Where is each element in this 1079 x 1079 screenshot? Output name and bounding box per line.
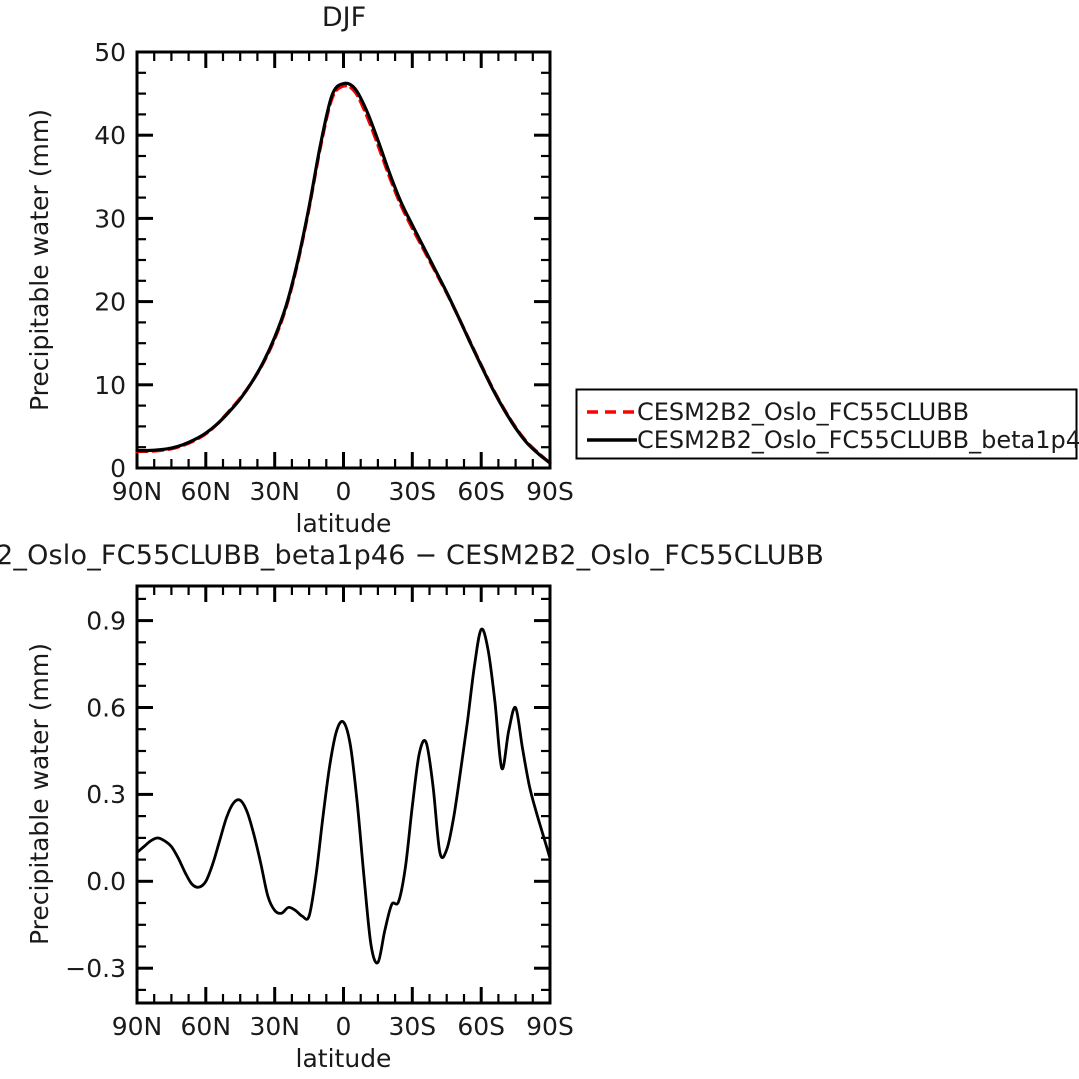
- diff-xtick-0: 0: [336, 1012, 352, 1041]
- difference-x-axis: 90N 60N 30N 0 30S 60S 90S latitude: [112, 586, 574, 1073]
- diff-xtick-90n: 90N: [112, 1012, 163, 1041]
- top-x-axis-title: latitude: [296, 509, 392, 538]
- top-xtick-60s: 60S: [457, 477, 505, 506]
- top-xtick-0: 0: [336, 477, 352, 506]
- diff-ytick-neg03: −0.3: [65, 954, 126, 983]
- top-ytick-0: 0: [110, 454, 126, 483]
- top-panel-svg: DJF: [25, 2, 574, 538]
- top-panel: DJF: [0, 0, 600, 575]
- difference-panel: −0.3 0.0 0.3 0.6 0.9 Precipitable water …: [0, 576, 600, 1079]
- difference-panel-title-wrap: 2_Oslo_FC55CLUBB_beta1p46 − CESM2B2_Oslo…: [0, 540, 1079, 576]
- diff-y-axis-title: Precipitable water (mm): [25, 643, 54, 945]
- difference-panel-svg: −0.3 0.0 0.3 0.6 0.9 Precipitable water …: [25, 584, 574, 1073]
- top-y-axis: 0 10 20 30 40 50 Precipitable water (mm): [25, 38, 550, 483]
- diff-ytick-03: 0.3: [86, 780, 126, 809]
- top-plot-frame: [135, 50, 552, 470]
- top-xtick-90n: 90N: [112, 477, 163, 506]
- difference-panel-title: 2_Oslo_FC55CLUBB_beta1p46 − CESM2B2_Oslo…: [0, 540, 825, 571]
- page-title: DJF: [322, 2, 366, 33]
- top-xtick-60n: 60N: [181, 477, 232, 506]
- legend: CESM2B2_Oslo_FC55CLUBB CESM2B2_Oslo_FC55…: [575, 388, 1079, 460]
- top-x-axis: 90N 60N 30N 0 30S 60S 90S latitude: [112, 52, 574, 538]
- series-line-1: [135, 81, 552, 465]
- top-ytick-40: 40: [94, 121, 126, 150]
- top-ytick-20: 20: [94, 288, 126, 317]
- top-ytick-10: 10: [94, 371, 126, 400]
- series-line-0: [135, 84, 552, 465]
- top-xtick-30n: 30N: [249, 477, 300, 506]
- diff-ytick-09: 0.9: [86, 606, 126, 635]
- series-line-0: [135, 627, 552, 965]
- top-ytick-30: 30: [94, 204, 126, 233]
- legend-label-1: CESM2B2_Oslo_FC55CLUBB_beta1p46: [637, 426, 1079, 454]
- difference-y-axis: −0.3 0.0 0.3 0.6 0.9 Precipitable water …: [25, 597, 550, 991]
- difference-series-group: [135, 627, 552, 965]
- diff-ytick-00: 0.0: [86, 867, 126, 896]
- legend-frame: [575, 388, 1078, 460]
- diff-xtick-30s: 30S: [388, 1012, 436, 1041]
- diff-xtick-30n: 30N: [249, 1012, 300, 1041]
- top-ytick-50: 50: [94, 38, 126, 67]
- top-y-axis-title: Precipitable water (mm): [25, 109, 54, 411]
- diff-xtick-60s: 60S: [457, 1012, 505, 1041]
- top-series-group: [135, 81, 552, 465]
- diff-xtick-60n: 60N: [181, 1012, 232, 1041]
- diff-ytick-06: 0.6: [86, 693, 126, 722]
- diff-x-axis-title: latitude: [296, 1044, 392, 1073]
- top-xtick-30s: 30S: [388, 477, 436, 506]
- top-xtick-90s: 90S: [526, 477, 574, 506]
- diff-xtick-90s: 90S: [526, 1012, 574, 1041]
- legend-label-0: CESM2B2_Oslo_FC55CLUBB: [637, 398, 969, 426]
- legend-svg: CESM2B2_Oslo_FC55CLUBB CESM2B2_Oslo_FC55…: [575, 388, 1079, 460]
